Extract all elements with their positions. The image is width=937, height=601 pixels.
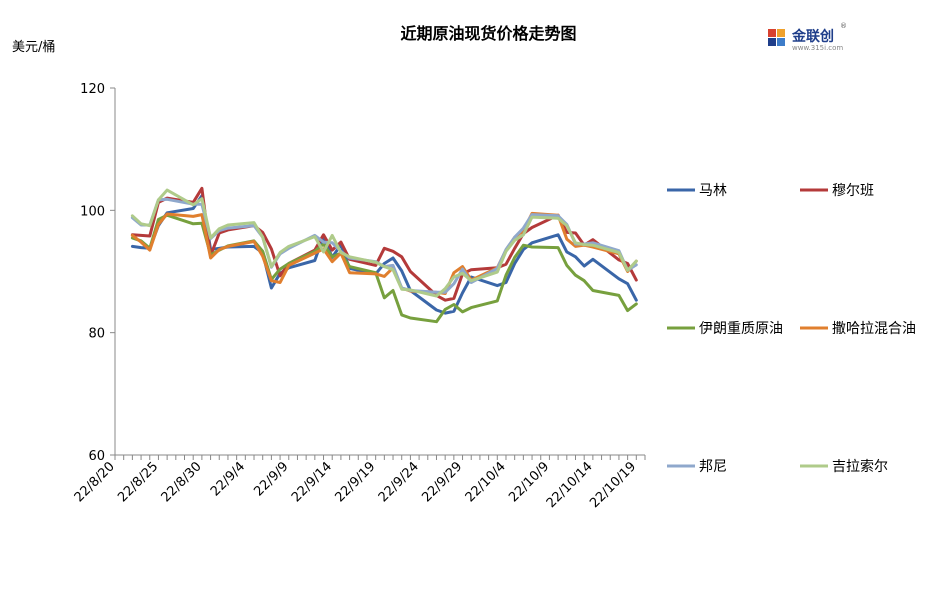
logo-mark-icon: [768, 29, 785, 46]
legend-label: 撒哈拉混合油: [832, 321, 916, 337]
y-tick-label: 120: [80, 82, 105, 97]
chart-title: 近期原油现货价格走势图: [400, 24, 577, 43]
legend-label: 马林: [699, 183, 727, 199]
legend-label: 邦尼: [699, 459, 727, 475]
x-tick-label: 22/8/20: [72, 459, 118, 505]
y-tick-label: 60: [88, 449, 105, 464]
brand-logo: 金联创 ® www.315i.com: [766, 22, 876, 54]
x-tick-label: 22/9/24: [376, 459, 422, 505]
x-tick-label: 22/9/29: [419, 459, 465, 505]
logo-url: www.315i.com: [792, 44, 844, 52]
legend-label: 伊朗重质原油: [699, 321, 783, 337]
x-tick-label: 22/8/25: [115, 459, 161, 505]
logo-registered-mark: ®: [840, 22, 847, 30]
legend-label: 穆尔班: [832, 183, 874, 199]
logo-name: 金联创: [792, 29, 834, 45]
x-tick-label: 22/10/4: [463, 459, 509, 505]
x-tick-label: 22/9/14: [289, 459, 335, 505]
legend-label: 吉拉索尔: [832, 458, 888, 475]
x-tick-label: 22/10/14: [544, 459, 596, 511]
x-tick-label: 22/8/30: [159, 459, 205, 505]
y-tick-label: 100: [80, 204, 105, 219]
series-line-吉拉索尔: [130, 188, 638, 298]
x-tick-label: 22/10/19: [587, 459, 639, 511]
x-tick-label: 22/9/4: [208, 459, 248, 499]
x-tick-label: 22/9/19: [332, 459, 378, 505]
unit-label: 美元/桶: [12, 40, 56, 55]
y-tick-label: 80: [88, 327, 105, 342]
series-lines: [130, 186, 638, 324]
x-tick-label: 22/9/9: [251, 459, 291, 499]
